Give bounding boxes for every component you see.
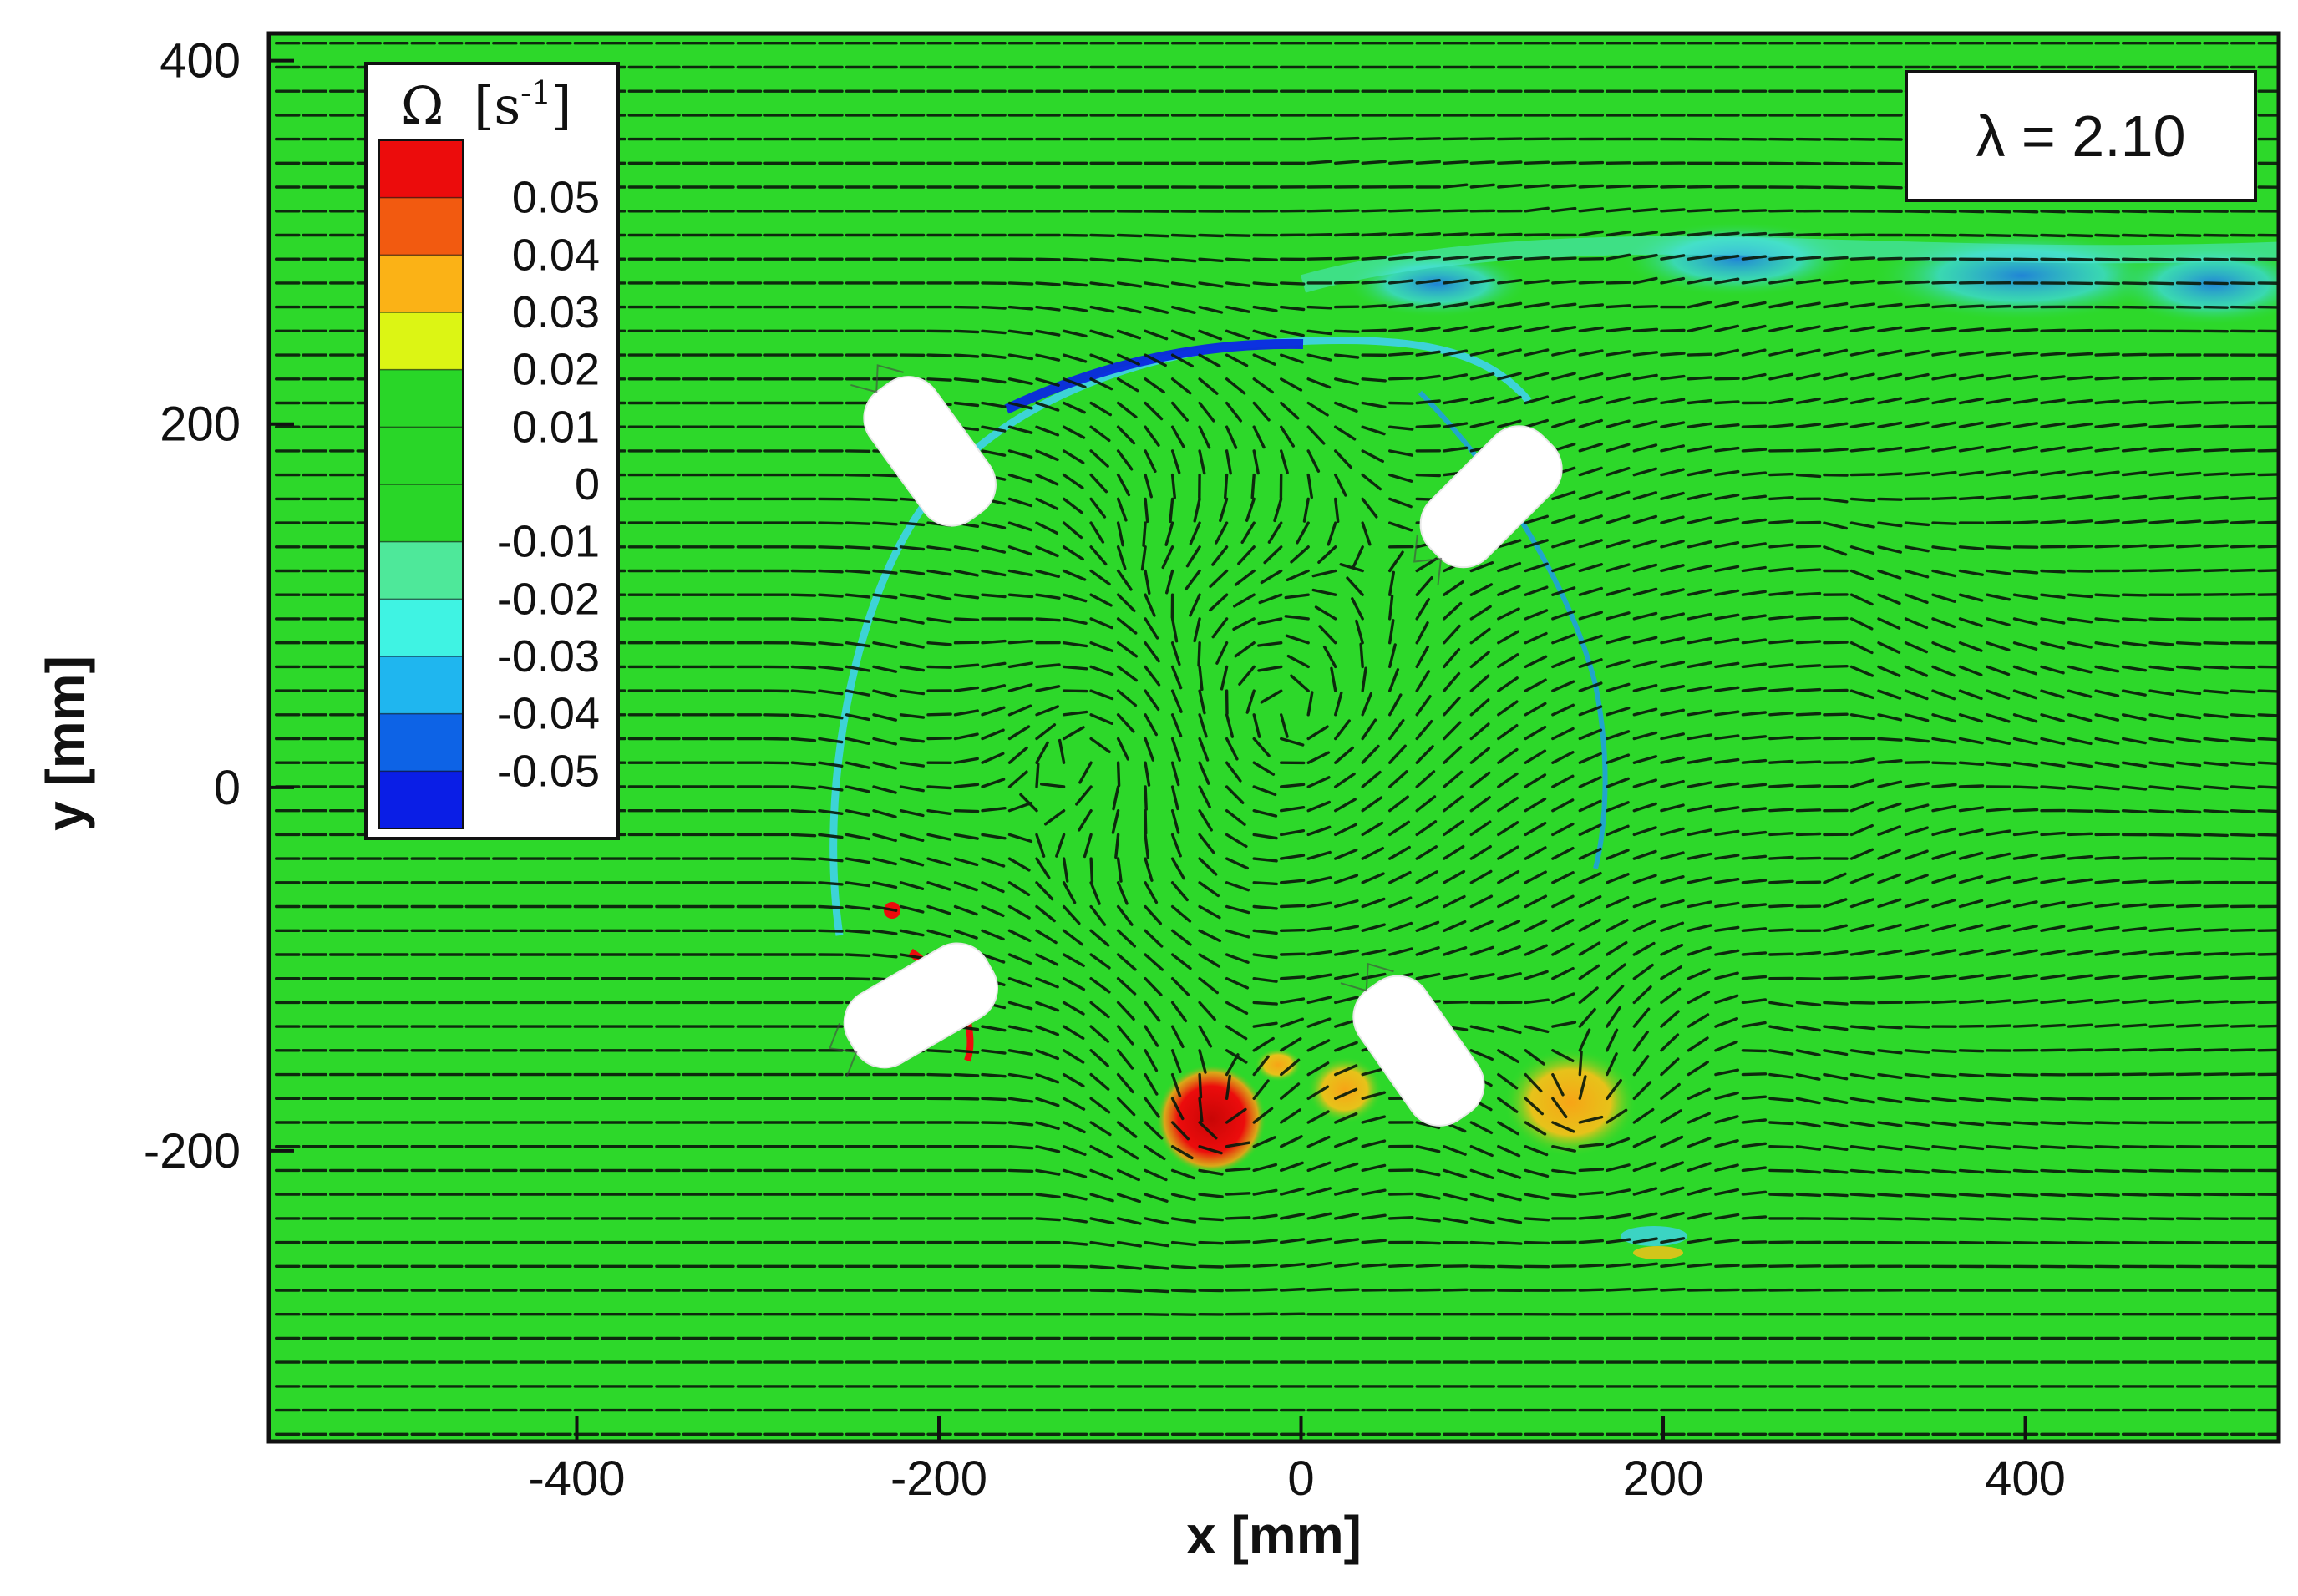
colorbar-swatch xyxy=(379,484,463,543)
y-tick-label: 400 xyxy=(160,34,241,89)
turbine-blades xyxy=(829,364,1563,1127)
y-tick-label: 0 xyxy=(214,761,241,815)
upper-arc-core xyxy=(1004,338,1304,414)
colorbar-swatch xyxy=(379,599,463,657)
colorbar-swatch xyxy=(379,140,463,199)
colorbar-level-label: -0.01 xyxy=(497,517,600,567)
colorbar-level-label: 0.04 xyxy=(512,230,600,280)
colorbar-swatch xyxy=(379,541,463,600)
turbine-blade xyxy=(850,364,997,527)
colorbar-level-label: 0.05 xyxy=(512,173,600,223)
colorbar-level-label: 0 xyxy=(575,459,600,509)
colorbar-labels: 0.05 0.04 0.03 0.02 0.01 0 -0.01 -0.02 -0.03 -0.0… xyxy=(497,173,600,797)
colorbar-swatch xyxy=(379,771,463,829)
colorbar-swatch xyxy=(379,312,463,371)
colorbar-swatch xyxy=(379,197,463,256)
shed-vortex-orange xyxy=(1255,1048,1301,1082)
x-axis-title: x [mm] xyxy=(1186,1505,1362,1565)
shed-vortex-orange xyxy=(1307,1056,1382,1123)
colorbar-title: Ω [s-1] xyxy=(401,74,571,136)
x-tick-label: 200 xyxy=(1623,1452,1704,1506)
colorbar-swatch xyxy=(379,427,463,485)
turbine-blade xyxy=(1340,962,1485,1127)
annotation-text: λ = 2.10 xyxy=(1976,104,2185,169)
x-tick-label: -200 xyxy=(890,1452,987,1506)
x-tick-label: 0 xyxy=(1287,1452,1314,1506)
shed-vortex-red xyxy=(1156,1064,1266,1174)
y-tick-label: 200 xyxy=(160,398,241,452)
y-tick-label: -200 xyxy=(144,1124,241,1178)
x-tick-label: -400 xyxy=(528,1452,625,1506)
plot-frame xyxy=(266,31,2281,1444)
x-tick-label: 400 xyxy=(1985,1452,2066,1506)
small-wake-spot xyxy=(1621,1226,1687,1246)
small-wake-spot xyxy=(1633,1246,1683,1259)
colorbar-swatch xyxy=(379,656,463,715)
colorbar-level-label: 0.02 xyxy=(512,345,600,395)
shed-vortex-orange xyxy=(1504,1048,1637,1157)
turbine-blade xyxy=(829,942,998,1078)
colorbar-swatch xyxy=(379,713,463,772)
colorbar-level-label: -0.05 xyxy=(497,746,600,796)
y-axis-ticks: -200 0 200 400 xyxy=(144,34,294,1178)
x-axis-ticks: -400 -200 0 200 400 xyxy=(528,1416,2066,1506)
colorbar-level-label: -0.03 xyxy=(497,631,600,681)
colorbar-swatch xyxy=(379,255,463,313)
colorbar-swatch xyxy=(379,369,463,428)
upper-arc-shear-layer xyxy=(829,337,1532,936)
colorbar-swatches xyxy=(378,139,464,829)
y-axis-title: y [mm] xyxy=(35,656,95,831)
colorbar-level-label: -0.02 xyxy=(497,574,600,624)
annotation-box xyxy=(1905,70,2257,202)
colorbar-legend: Ω [s-1] 0.05 0.04 0.03 0.02 0.01 0 -0.01 -0.02 -… xyxy=(364,62,620,840)
colorbar-level-label: 0.01 xyxy=(512,402,600,452)
tip-speed-ratio-annotation: λ = 2.10 xyxy=(1905,70,2257,202)
colorbar-level-label: 0.03 xyxy=(512,287,600,337)
colorbar-level-label: -0.04 xyxy=(497,689,600,739)
turbine-blade xyxy=(1413,425,1563,585)
